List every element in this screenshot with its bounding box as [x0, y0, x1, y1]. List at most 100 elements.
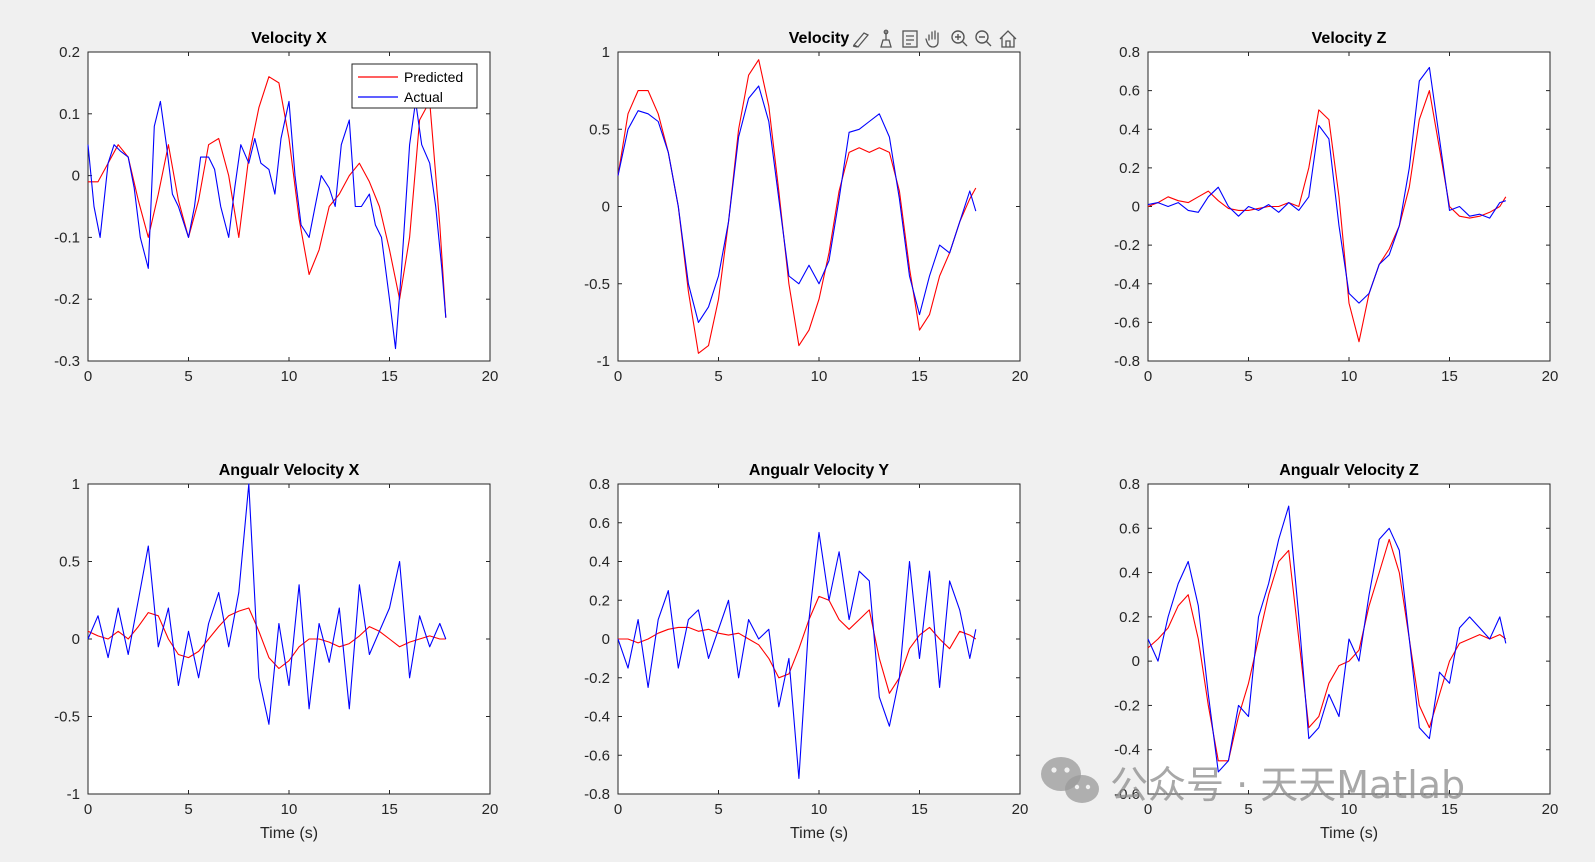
y-tick-label: 0.8	[1119, 44, 1140, 61]
home-icon[interactable]	[999, 30, 1017, 48]
y-tick-label: -0.2	[54, 291, 80, 308]
axes-title: Angualr Velocity Z	[1279, 462, 1419, 479]
x-tick-label: 20	[482, 368, 499, 385]
x-tick-label: 5	[184, 801, 192, 818]
y-tick-label: 0	[602, 631, 610, 648]
data-tips-icon[interactable]	[880, 29, 892, 48]
x-axis-label: Time (s)	[1320, 825, 1378, 842]
legend-box	[351, 63, 478, 109]
datatip-list-icon[interactable]	[902, 30, 918, 48]
x-tick-label: 20	[1542, 368, 1559, 385]
series-line-actual	[1147, 66, 1506, 304]
y-tick-label: -0.1	[54, 229, 80, 246]
y-tick-label: -1	[597, 353, 610, 370]
y-tick-label: 0.4	[589, 554, 610, 571]
x-tick-label: 20	[1012, 368, 1029, 385]
x-tick-label: 20	[1542, 801, 1559, 818]
y-tick-label: 0.2	[589, 592, 610, 609]
y-tick-label: -1	[67, 786, 80, 803]
y-tick-label: -0.6	[1114, 786, 1140, 803]
axes-title: Angualr Velocity X	[219, 462, 360, 479]
x-tick-label: 10	[1341, 801, 1358, 818]
x-tick-label: 5	[184, 368, 192, 385]
y-tick-label: 0.4	[1119, 565, 1140, 582]
axes-velocity-x: 0 5 10 15 20 -0.3 -0.2 -0.1 0 0.1 0.2 Velocity X Pre…	[54, 30, 498, 385]
x-tick-label: 0	[84, 368, 92, 385]
series-line-predicted	[618, 595, 977, 694]
axes-title: Velocity	[789, 30, 850, 47]
y-tick-label: 0	[72, 631, 80, 648]
y-tick-label: 0.2	[1119, 160, 1140, 177]
legend: Predicted Actual	[351, 63, 478, 109]
wechat-icon	[1041, 757, 1099, 803]
axes-title: Velocity X	[251, 30, 327, 47]
axes-angualr-velocity-z: 0 5 10 15 20 -0.6 -0.4 -0.2 0 0.2 0.4 0.6 0.8 Angualr…	[1114, 462, 1558, 842]
x-tick-label: 15	[911, 801, 928, 818]
y-tick-label: 0.5	[59, 554, 80, 571]
x-tick-label: 20	[1012, 801, 1029, 818]
axes-velocity: 0 5 10 15 20 -1 -0.5 0 0.5 1 Velocity	[584, 30, 1028, 385]
series-line-predicted	[87, 607, 446, 670]
brush-icon[interactable]	[852, 32, 870, 48]
series-line-actual	[617, 85, 977, 323]
x-tick-label: 10	[1341, 368, 1358, 385]
y-tick-label: 0.8	[1119, 476, 1140, 493]
y-tick-label: 0.6	[589, 515, 610, 532]
plot-area	[617, 483, 1021, 795]
axes-title: Angualr Velocity Y	[749, 462, 890, 479]
series-line-actual	[1147, 505, 1507, 773]
legend-entry: Predicted	[404, 69, 463, 85]
y-tick-label: -0.4	[584, 709, 610, 726]
y-tick-label: -0.6	[584, 747, 610, 764]
plot-area	[87, 483, 491, 795]
y-tick-label: -0.4	[1114, 276, 1140, 293]
x-tick-label: 15	[381, 368, 398, 385]
legend-entry: Actual	[404, 89, 443, 105]
zoom-out-icon[interactable]	[975, 30, 992, 47]
x-tick-label: 15	[1441, 801, 1458, 818]
x-tick-label: 10	[281, 368, 298, 385]
x-tick-label: 5	[1244, 801, 1252, 818]
zoom-in-icon[interactable]	[951, 30, 968, 47]
y-tick-label: 0.2	[1119, 609, 1140, 626]
x-tick-label: 5	[1244, 368, 1252, 385]
x-tick-label: 0	[614, 368, 622, 385]
y-tick-label: 0	[1132, 653, 1140, 670]
y-tick-label: 0.2	[59, 44, 80, 61]
y-tick-label: 0	[1132, 199, 1140, 216]
plot-area	[1147, 51, 1551, 362]
y-tick-label: -0.2	[1114, 237, 1140, 254]
y-tick-label: 0.1	[59, 106, 80, 123]
axes-title: Velocity Z	[1312, 30, 1387, 47]
y-tick-label: 0.4	[1119, 121, 1140, 138]
x-axis-label: Time (s)	[260, 825, 318, 842]
x-tick-label: 15	[381, 801, 398, 818]
x-tick-label: 15	[911, 368, 928, 385]
y-tick-label: -0.2	[584, 670, 610, 687]
y-tick-label: 0.6	[1119, 83, 1140, 100]
x-tick-label: 5	[714, 368, 722, 385]
x-tick-label: 0	[1144, 368, 1152, 385]
x-tick-label: 0	[614, 801, 622, 818]
x-tick-label: 0	[84, 801, 92, 818]
watermark-text: 公众号 · 天天Matlab	[1110, 763, 1465, 807]
y-tick-label: -0.8	[1114, 353, 1140, 370]
y-tick-label: 0.5	[589, 121, 610, 138]
x-tick-label: 5	[714, 801, 722, 818]
axes-toolbar	[852, 29, 1017, 48]
series-line-actual	[87, 100, 447, 350]
series-line-actual	[87, 483, 447, 725]
y-tick-label: -0.3	[54, 353, 80, 370]
series-line-actual	[617, 531, 977, 780]
x-tick-label: 0	[1144, 801, 1152, 818]
series-line-predicted	[1147, 538, 1507, 762]
x-tick-label: 20	[482, 801, 499, 818]
pan-icon[interactable]	[925, 30, 939, 48]
series-line-predicted	[88, 76, 447, 318]
y-tick-label: -0.4	[1114, 742, 1140, 759]
y-tick-label: 0	[602, 199, 610, 216]
y-tick-label: 1	[602, 44, 610, 61]
x-tick-label: 10	[811, 368, 828, 385]
y-tick-label: 0	[72, 168, 80, 185]
x-axis-label: Time (s)	[790, 825, 848, 842]
